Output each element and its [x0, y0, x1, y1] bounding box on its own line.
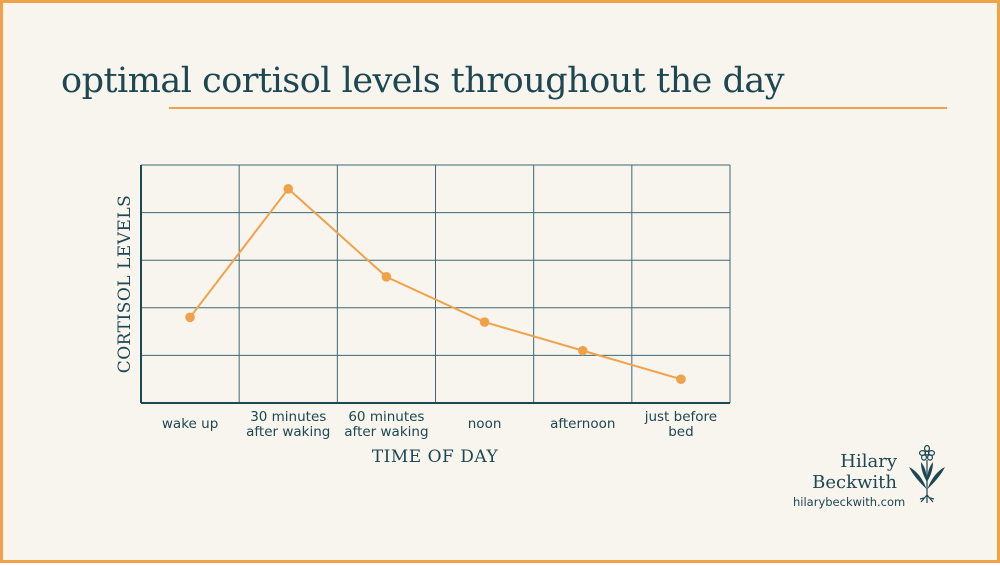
cortisol-line-chart: wake up 30 minutes after waking 60 minutes a… — [115, 164, 731, 467]
title-underline — [169, 107, 947, 109]
flower-icon — [909, 445, 945, 503]
brand-name: Hilary Beckwith — [812, 451, 897, 493]
series-line — [189, 187, 682, 381]
x-tick-label: 30 minutes after waking — [246, 409, 330, 440]
x-tick-label: afternoon — [550, 416, 615, 432]
data-point — [577, 345, 588, 356]
x-tick-label: noon — [468, 416, 502, 432]
brand-name-last: Beckwith — [812, 472, 897, 493]
brand-name-first: Hilary — [840, 451, 897, 472]
data-point — [676, 374, 686, 385]
data-point — [479, 317, 490, 327]
y-axis-label: CORTISOL LEVELS — [115, 195, 135, 374]
data-point — [283, 184, 294, 194]
x-axis-label: TIME OF DAY — [372, 447, 499, 467]
x-tick-label: wake up — [162, 416, 218, 432]
x-tick-label: 60 minutes after waking — [344, 409, 428, 440]
data-point — [185, 312, 195, 323]
brand-url: hilarybeckwith.com — [793, 495, 906, 509]
page-title: optimal cortisol levels throughout the d… — [61, 61, 785, 101]
x-tick-label: just before bed — [644, 409, 717, 440]
data-point — [381, 272, 392, 282]
